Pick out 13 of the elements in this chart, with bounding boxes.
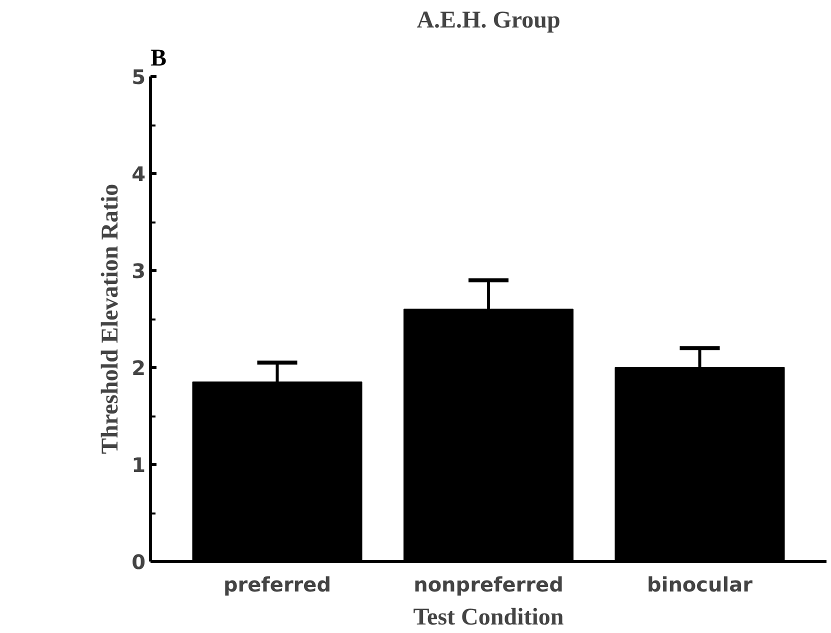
y-axis-title: Threshold Elevation Ratio <box>98 184 124 454</box>
x-axis-title: Test Condition <box>413 604 564 630</box>
y-tick-label: 4 <box>132 162 146 186</box>
text: B <box>150 46 167 72</box>
y-tick-label: 2 <box>132 356 146 380</box>
chart-title: A.E.H. Group <box>416 8 560 34</box>
y-tick-label: 5 <box>132 65 146 89</box>
x-tick-label: binocular <box>647 572 753 596</box>
y-tick-label: 0 <box>132 550 146 574</box>
y-tick-label: 3 <box>132 259 146 283</box>
x-tick-label: nonpreferred <box>414 572 564 596</box>
x-tick-label: preferred <box>223 572 332 596</box>
y-tick-label: 1 <box>132 453 146 477</box>
